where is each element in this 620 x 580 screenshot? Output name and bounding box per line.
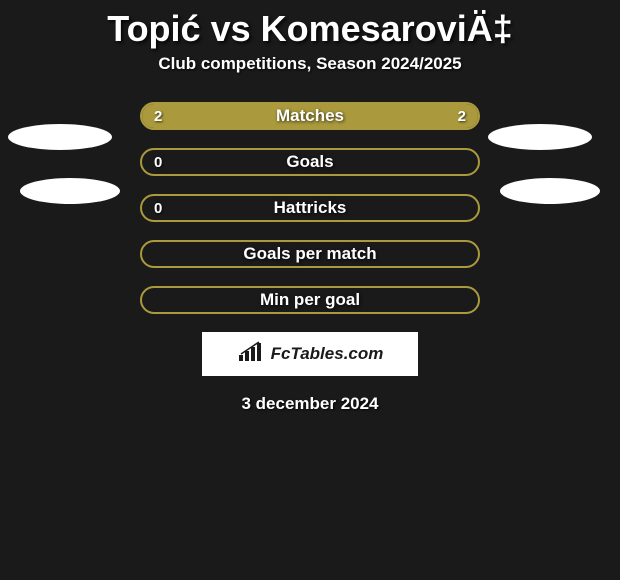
stat-value-left: 0: [154, 200, 162, 217]
decoration-ellipse: [8, 124, 112, 150]
subtitle: Club competitions, Season 2024/2025: [0, 54, 620, 102]
decoration-ellipse: [500, 178, 600, 204]
stat-label: Goals: [142, 152, 478, 172]
stat-row: Goals0: [140, 148, 480, 176]
stat-row: Min per goal: [140, 286, 480, 314]
date-text: 3 december 2024: [0, 394, 620, 414]
stat-label: Goals per match: [142, 244, 478, 264]
stat-label: Matches: [142, 106, 478, 126]
decoration-ellipse: [20, 178, 120, 204]
page-title: Topić vs KomesaroviÄ‡: [0, 0, 620, 54]
stat-row: Matches2 2: [140, 102, 480, 130]
decoration-ellipse: [488, 124, 592, 150]
stat-label: Min per goal: [142, 290, 478, 310]
stat-row: Hattricks0: [140, 194, 480, 222]
stat-value-left: 2: [154, 108, 162, 125]
stat-row: Goals per match: [140, 240, 480, 268]
stat-label: Hattricks: [142, 198, 478, 218]
chart-icon: [237, 341, 265, 368]
fctables-logo: FcTables.com: [202, 332, 418, 376]
stat-value-left: 0: [154, 154, 162, 171]
logo-text: FcTables.com: [271, 344, 384, 364]
stat-value-right: 2: [458, 108, 466, 125]
